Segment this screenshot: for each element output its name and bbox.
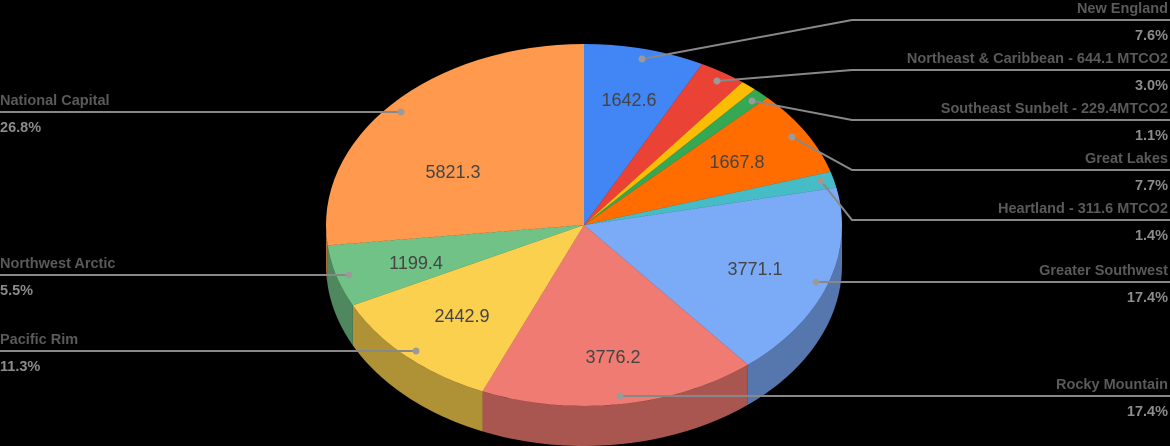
- slice-value-label: 3776.2: [585, 347, 640, 367]
- slice-rocky-mountain[interactable]: [482, 225, 748, 406]
- slice-pacific-rim[interactable]: [352, 225, 584, 392]
- leader-dot: [812, 278, 820, 286]
- slice-label-name: Great Lakes: [1085, 151, 1168, 167]
- slice-label-percent: 17.4%: [1127, 404, 1168, 420]
- slice-value-label: 1199.4: [389, 253, 443, 273]
- leader-dot: [345, 271, 353, 279]
- slice-labels: New England 7.6% Northeast & Caribbean - 6…: [0, 1, 1168, 420]
- slice-label-name: National Capital: [0, 93, 110, 109]
- leader-lines: [0, 19, 1170, 400]
- slice-unlabeled[interactable]: [584, 82, 755, 225]
- pie-3d-sides: [326, 225, 842, 446]
- leader-dot: [638, 55, 646, 63]
- slice-side-6: [747, 225, 842, 405]
- slice-side-7: [482, 364, 748, 446]
- slice-label-percent: 17.4%: [1127, 290, 1168, 306]
- slice-label-percent: 1.1%: [1135, 128, 1168, 144]
- leader-line: [820, 180, 1170, 221]
- leader-line: [641, 19, 1170, 60]
- leader-dot: [713, 77, 721, 85]
- slice-label-percent: 5.5%: [0, 283, 33, 299]
- leader-dot: [412, 347, 420, 355]
- slice-label-percent: 1.4%: [1135, 228, 1168, 244]
- slice-northwest-arctic[interactable]: [327, 225, 584, 306]
- slice-label-percent: 7.7%: [1135, 178, 1168, 194]
- slice-label-percent: 3.0%: [1135, 78, 1168, 94]
- leader-line: [751, 100, 1170, 121]
- slice-value-label: 1642.6: [601, 90, 656, 110]
- slice-value-labels: 1642.6 1667.8 3771.1 3776.2 2442.9 1199.4 5821…: [389, 90, 782, 367]
- slice-label-name: Northwest Arctic: [0, 256, 115, 272]
- slice-label-name: New England: [1077, 1, 1168, 17]
- slice-side-9: [327, 245, 353, 346]
- slice-label-name: Pacific Rim: [0, 332, 78, 348]
- slice-label-percent: 26.8%: [0, 120, 41, 136]
- leader-dot: [817, 177, 825, 185]
- slice-label-percent: 7.6%: [1135, 28, 1168, 44]
- slice-side-8: [352, 305, 483, 432]
- leader-line: [716, 69, 1170, 82]
- slice-label-name: Northeast & Caribbean - 644.1 MTCO2: [907, 51, 1168, 67]
- slice-label-percent: 11.3%: [0, 359, 40, 375]
- leader-line: [791, 136, 1170, 171]
- slice-value-label: 5821.3: [425, 162, 480, 182]
- slice-greater-southwest[interactable]: [584, 187, 843, 365]
- slice-value-label: 1667.8: [709, 152, 764, 172]
- leader-dot: [788, 133, 796, 141]
- slice-label-name: Rocky Mountain: [1056, 377, 1168, 393]
- slice-northeast-caribbean[interactable]: [584, 64, 743, 225]
- pie-slices: [326, 44, 843, 406]
- slice-national-capital[interactable]: [326, 44, 584, 246]
- slice-label-name: Heartland - 311.6 MTCO2: [998, 201, 1168, 217]
- slice-side-10: [326, 225, 328, 286]
- slice-heartland[interactable]: [584, 171, 837, 225]
- leader-dot: [616, 392, 624, 400]
- slice-value-label: 3771.1: [727, 259, 782, 279]
- slice-southeast-sunbelt[interactable]: [584, 89, 768, 225]
- slice-label-name: Southeast Sunbelt - 229.4MTCO2: [941, 101, 1168, 117]
- leader-dot: [748, 97, 756, 105]
- slice-label-name: Greater Southwest: [1039, 263, 1168, 279]
- slice-new-england[interactable]: [584, 44, 703, 225]
- slice-great-lakes[interactable]: [584, 97, 831, 225]
- slice-value-label: 2442.9: [434, 306, 489, 326]
- leader-dot: [397, 108, 405, 116]
